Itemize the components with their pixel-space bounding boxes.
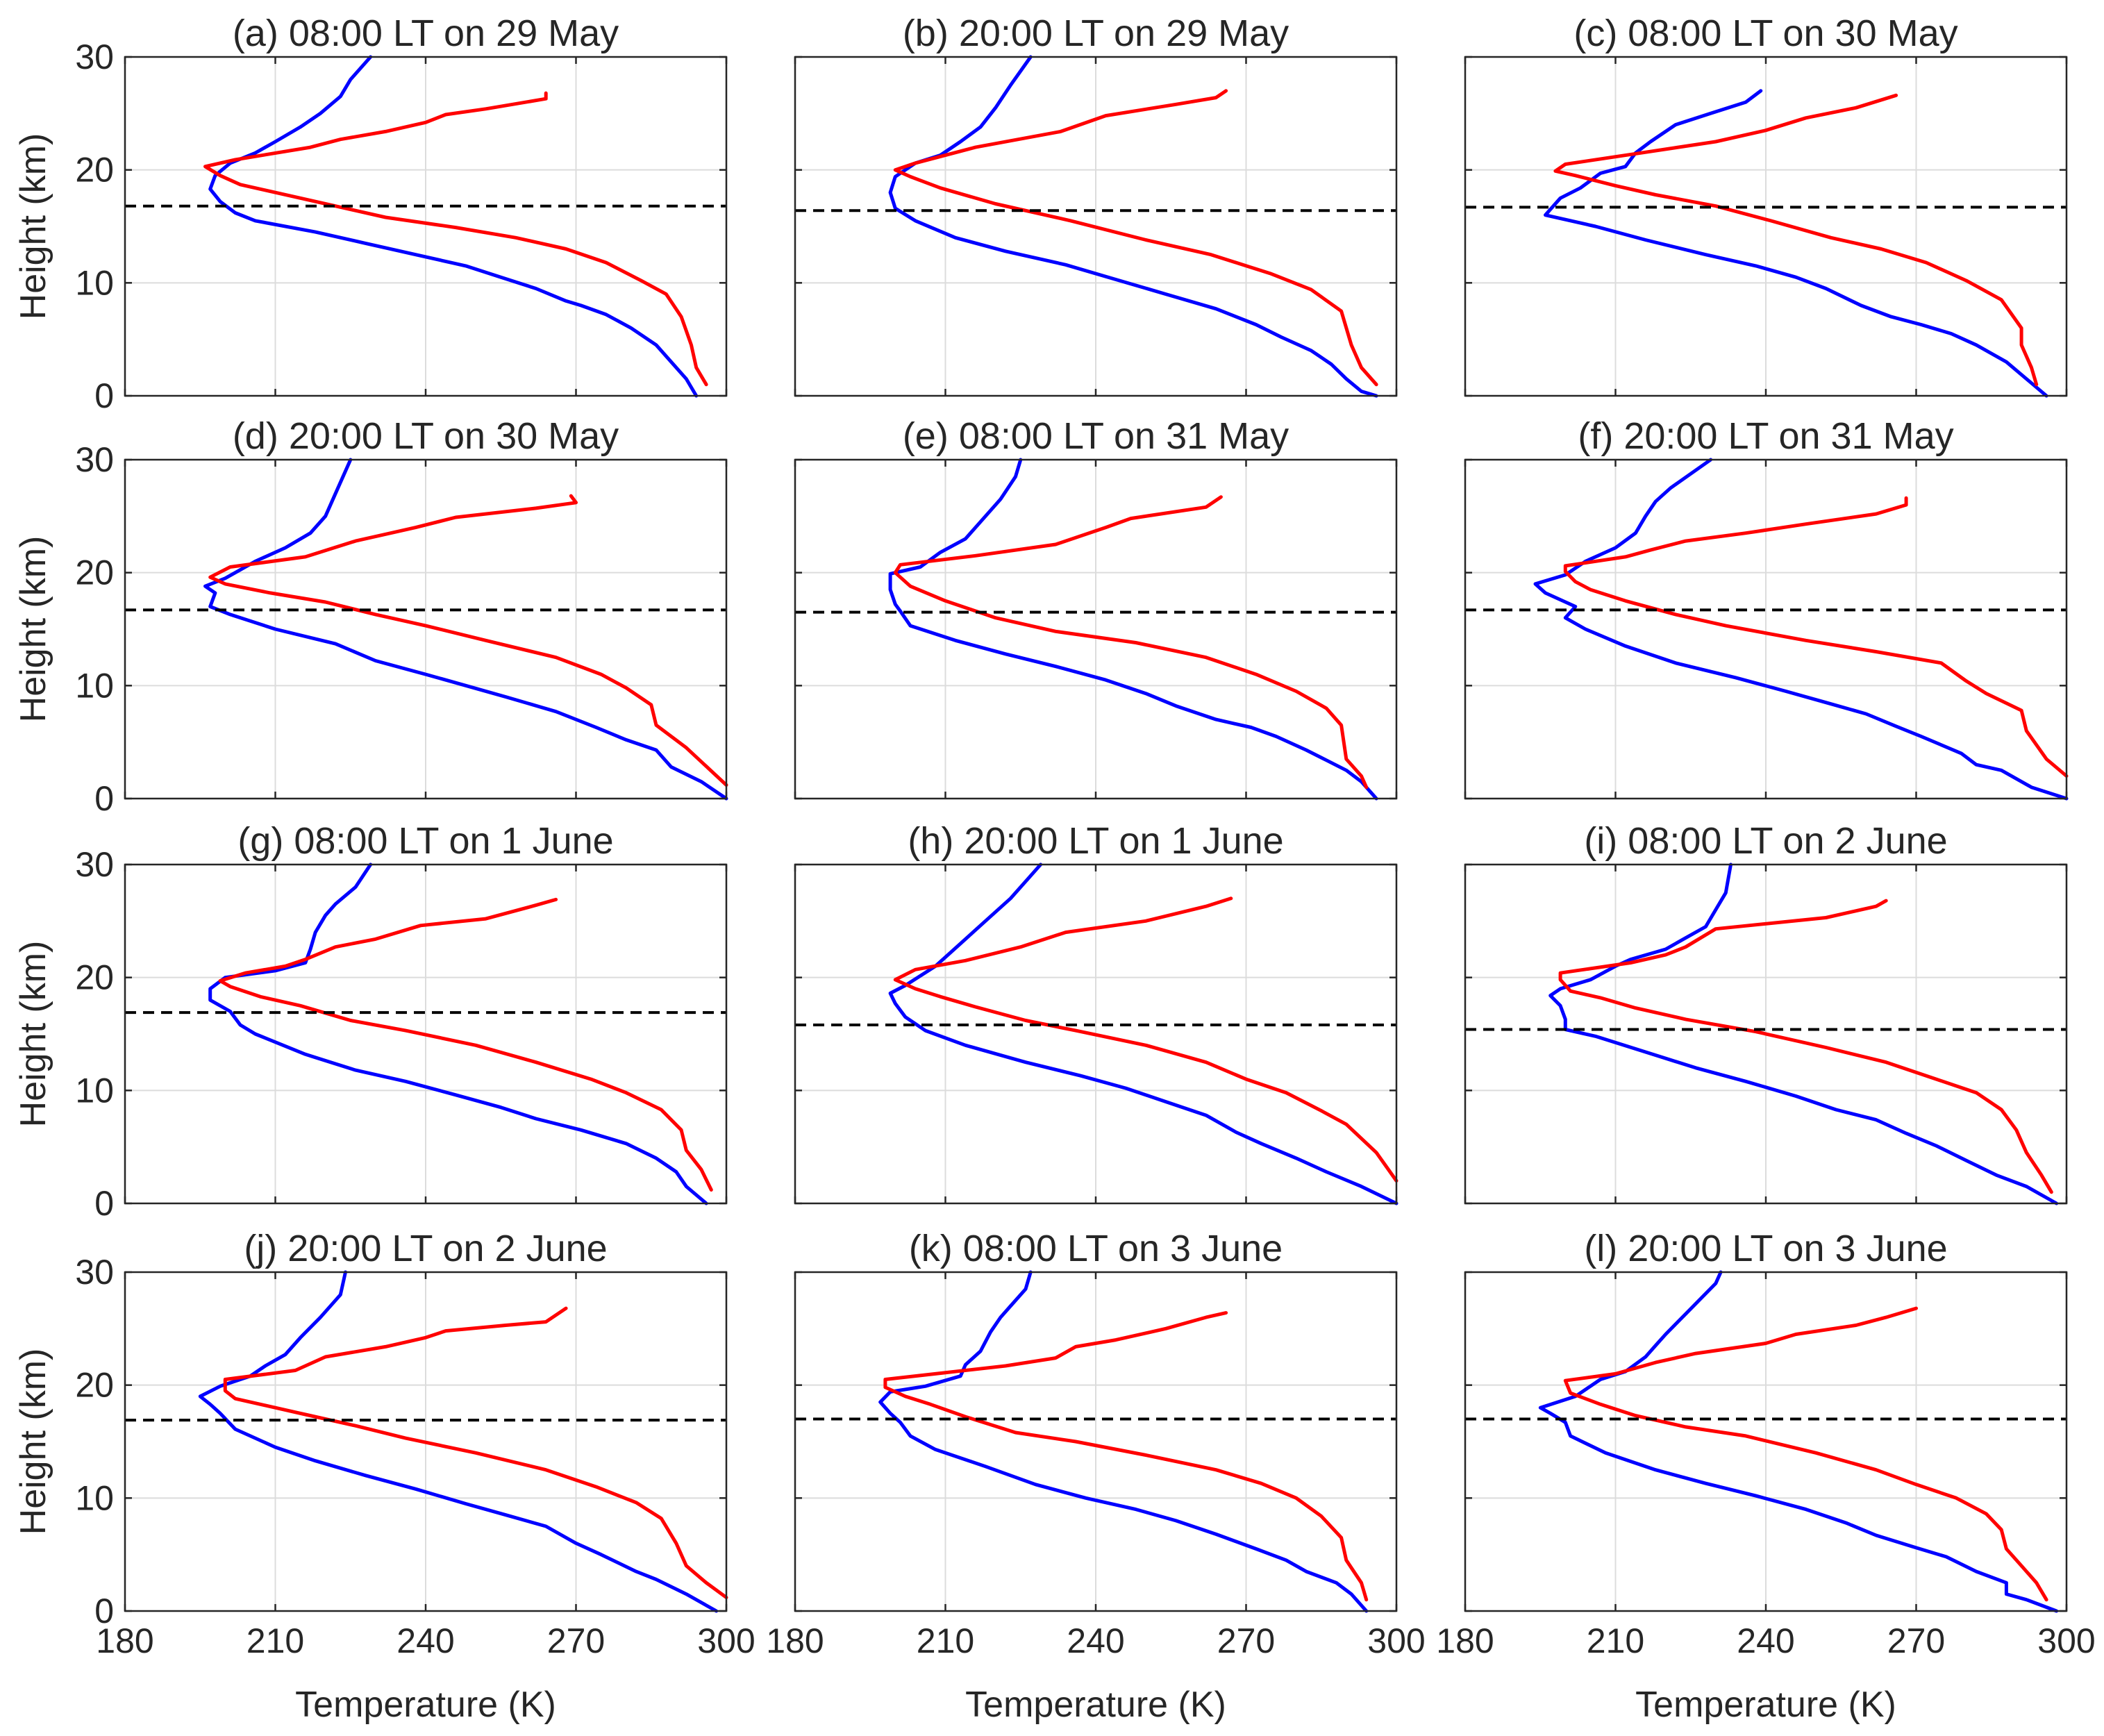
x-axis-label: Temperature (K) xyxy=(295,1685,556,1725)
y-tick-label: 10 xyxy=(75,1478,114,1517)
series-red-line xyxy=(1563,1306,2048,1602)
y-tick-label: 20 xyxy=(75,151,114,190)
panel-title: (b) 20:00 LT on 29 May xyxy=(903,12,1289,54)
y-tick-label: 0 xyxy=(94,376,114,415)
panel-7: (h) 20:00 LT on 1 June xyxy=(794,820,1399,1205)
series-blue-line xyxy=(888,862,1399,1205)
y-axis-label: Height (km) xyxy=(13,1349,53,1535)
series-blue-line xyxy=(878,1270,1369,1613)
panel-0: 0 10 20 30 Height (km) (a) 08:00 LT on 29 May xyxy=(13,12,728,415)
y-tick-label: 20 xyxy=(75,1366,114,1405)
x-tick-label: 240 xyxy=(1067,1621,1124,1660)
x-tick-label: 270 xyxy=(547,1621,605,1660)
series-red-line xyxy=(1563,496,2069,778)
y-tick-label: 10 xyxy=(75,263,114,302)
panel-5: (f) 20:00 LT on 31 May xyxy=(1464,415,2069,801)
series-blue-line xyxy=(888,55,1378,398)
panel-2: (c) 08:00 LT on 30 May xyxy=(1464,12,2068,398)
panel-title: (a) 08:00 LT on 29 May xyxy=(233,12,619,54)
y-tick-label: 30 xyxy=(75,845,114,884)
x-tick-label: 180 xyxy=(96,1621,153,1660)
y-tick-label: 10 xyxy=(75,666,114,705)
x-tick-label: 180 xyxy=(1436,1621,1494,1660)
series-red-line xyxy=(218,897,713,1192)
panel-title: (d) 20:00 LT on 30 May xyxy=(233,415,619,457)
x-tick-label: 300 xyxy=(2037,1621,2095,1660)
series-blue-line xyxy=(1544,89,2048,398)
panel-title: (j) 20:00 LT on 2 June xyxy=(244,1228,607,1269)
series-red-line xyxy=(893,495,1369,790)
x-tick-label: 240 xyxy=(396,1621,454,1660)
panel-6: 0 10 20 30 Height (km) (g) 08:00 LT on 1 June xyxy=(13,820,728,1223)
panel-title: (e) 08:00 LT on 31 May xyxy=(903,415,1289,457)
panel-title: (k) 08:00 LT on 3 June xyxy=(909,1228,1283,1269)
panel-9: 0 10 20 30 Height (km) 180 210 240 270 300 Tempera… xyxy=(13,1228,755,1725)
panel-title: (g) 08:00 LT on 1 June xyxy=(237,820,613,862)
y-axis-label: Height (km) xyxy=(13,536,53,723)
series-blue-line xyxy=(198,1270,719,1613)
series-red-line xyxy=(893,89,1378,387)
series-red-line xyxy=(208,494,728,787)
x-tick-label: 210 xyxy=(1587,1621,1644,1660)
x-tick-label: 300 xyxy=(697,1621,755,1660)
series-blue-line xyxy=(1533,458,2069,801)
x-axis-label: Temperature (K) xyxy=(965,1685,1226,1725)
series-blue-line xyxy=(208,55,699,398)
panel-title: (i) 08:00 LT on 2 June xyxy=(1584,820,1947,862)
panel-title: (c) 08:00 LT on 30 May xyxy=(1573,12,1957,54)
y-tick-label: 20 xyxy=(75,958,114,997)
series-blue-line xyxy=(1538,1270,2059,1613)
panel-1: (b) 20:00 LT on 29 May xyxy=(794,12,1398,398)
x-tick-label: 270 xyxy=(1887,1621,1945,1660)
y-axis-label: Height (km) xyxy=(13,133,53,320)
y-axis-label: Height (km) xyxy=(13,941,53,1128)
y-tick-label: 10 xyxy=(75,1071,114,1110)
panel-8: (i) 08:00 LT on 2 June xyxy=(1464,820,2068,1205)
x-tick-label: 300 xyxy=(1367,1621,1425,1660)
x-tick-label: 210 xyxy=(247,1621,304,1660)
x-tick-label: 270 xyxy=(1217,1621,1275,1660)
series-red-line xyxy=(1553,93,2039,387)
series-red-line xyxy=(1558,899,2053,1194)
y-tick-label: 0 xyxy=(94,1184,114,1223)
x-axis-label: Temperature (K) xyxy=(1635,1685,1896,1725)
panel-3: 0 10 20 30 Height (km) (d) 20:00 LT on 30 May xyxy=(13,415,728,818)
y-tick-label: 30 xyxy=(75,1253,114,1292)
panel-title: (h) 20:00 LT on 1 June xyxy=(908,820,1283,862)
panel-title: (l) 20:00 LT on 3 June xyxy=(1584,1228,1947,1269)
series-red-line xyxy=(883,1311,1369,1602)
panels-grid: 0 10 20 30 Height (km) (a) 08:00 LT on 29 May… xyxy=(13,12,2096,1725)
series-red-line xyxy=(893,896,1399,1183)
panel-10: 180 210 240 270 300 Temperature (K) (k) 08:00 … xyxy=(766,1228,1425,1725)
series-blue-line xyxy=(203,458,728,801)
series-red-line xyxy=(203,91,708,387)
panel-4: (e) 08:00 LT on 31 May xyxy=(794,415,1398,801)
y-tick-label: 20 xyxy=(75,553,114,592)
y-tick-label: 30 xyxy=(75,440,114,479)
y-tick-label: 0 xyxy=(94,779,114,818)
x-tick-label: 210 xyxy=(917,1621,974,1660)
series-blue-line xyxy=(888,458,1378,801)
panel-11: 180 210 240 270 300 Temperature (K) (l) 20:00 … xyxy=(1436,1228,2095,1725)
y-tick-label: 30 xyxy=(75,37,114,76)
series-blue-line xyxy=(208,862,708,1205)
x-tick-label: 240 xyxy=(1737,1621,1794,1660)
panel-title: (f) 20:00 LT on 31 May xyxy=(1578,415,1953,457)
series-red-line xyxy=(223,1306,728,1599)
y-tick-label: 0 xyxy=(94,1592,114,1630)
x-tick-label: 180 xyxy=(766,1621,824,1660)
